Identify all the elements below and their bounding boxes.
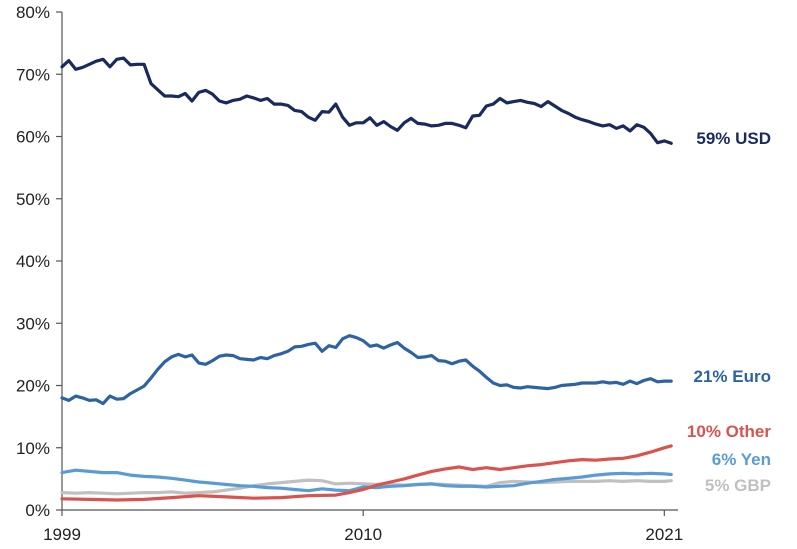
series-label-other: 10% Other xyxy=(687,422,771,441)
y-tick-label: 20% xyxy=(16,377,50,396)
y-tick-label: 40% xyxy=(16,252,50,271)
series-line-usd xyxy=(60,56,673,145)
series-labels: 59% USD 21% Euro 10% Other 6% Yen 5% GBP xyxy=(687,129,771,495)
series-lines xyxy=(60,56,673,502)
y-tick-label: 70% xyxy=(16,65,50,84)
series-label-usd: 59% USD xyxy=(696,129,771,148)
y-tick-label: 60% xyxy=(16,128,50,147)
y-tick-label: 50% xyxy=(16,190,50,209)
series-line-other xyxy=(60,444,673,502)
x-axis-ticks: 1999 2010 2021 xyxy=(43,510,683,544)
y-tick-label: 30% xyxy=(16,314,50,333)
y-tick-label: 0% xyxy=(25,501,50,520)
series-line-euro xyxy=(60,334,673,406)
y-axis-ticks: 0% 10% 20% 30% 40% 50% 60% 70% 80% xyxy=(16,3,62,520)
series-line-gbp xyxy=(60,478,673,496)
series-label-yen: 6% Yen xyxy=(712,450,771,469)
y-tick-label: 10% xyxy=(16,439,50,458)
y-tick-label: 80% xyxy=(16,3,50,22)
series-label-gbp: 5% GBP xyxy=(705,476,771,495)
x-tick-label: 1999 xyxy=(43,525,81,544)
series-label-euro: 21% Euro xyxy=(694,367,771,386)
x-tick-label: 2021 xyxy=(645,525,683,544)
x-tick-label: 2010 xyxy=(344,525,382,544)
